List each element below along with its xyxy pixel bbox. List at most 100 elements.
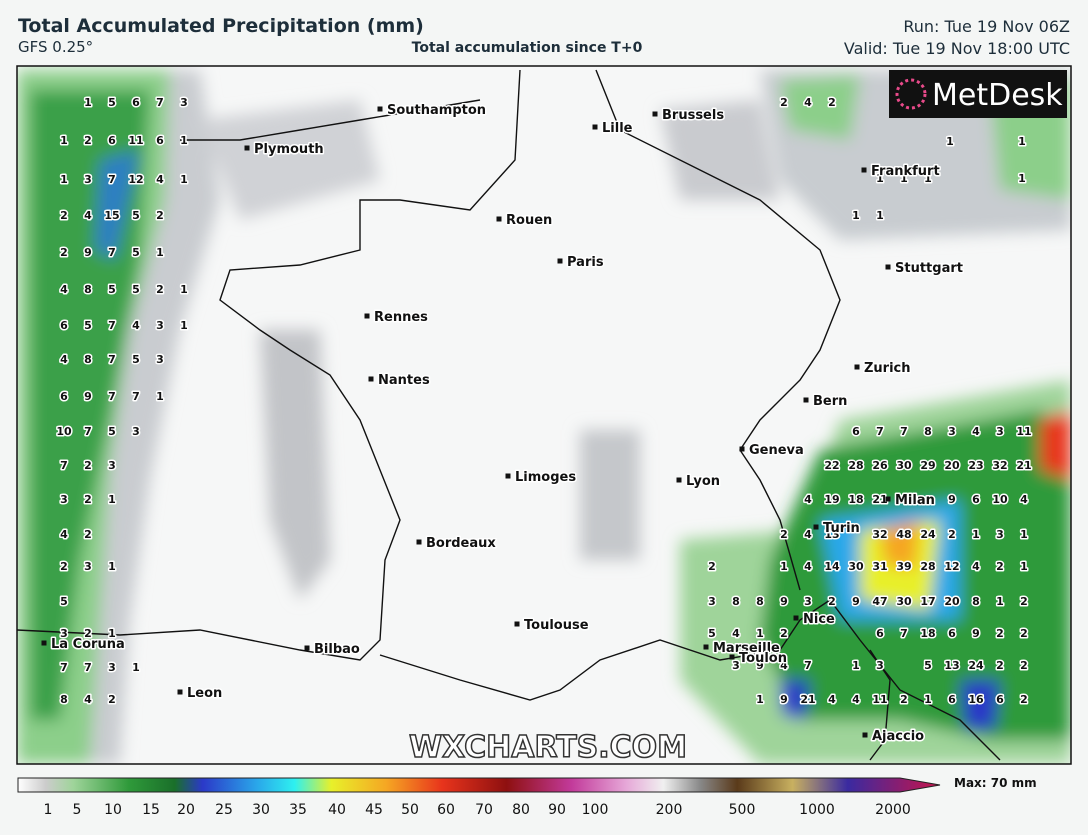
precip-value: 8 <box>732 595 740 608</box>
precip-value: 21 <box>1016 459 1031 472</box>
precip-value: 1 <box>156 390 164 403</box>
precip-value: 7 <box>84 661 92 674</box>
precip-value: 7 <box>84 425 92 438</box>
precip-value: 2 <box>84 134 92 147</box>
precip-value: 1 <box>972 528 980 541</box>
precip-value: 9 <box>756 659 764 672</box>
precip-value: 4 <box>828 693 836 706</box>
precip-value: 8 <box>924 425 932 438</box>
precip-value: 3 <box>708 595 716 608</box>
precip-value: 2 <box>60 246 68 259</box>
label-layer: 1 5 6 7 31 2 6 11 6 11 3 7 12 4 12 4 15 5 22 9 7 5 14 8 5 5 2 16 5 7 4… <box>41 95 1033 746</box>
precip-value: 5 <box>84 319 92 332</box>
precip-value: 28 <box>848 459 863 472</box>
city-label: Plymouth <box>254 142 324 157</box>
precip-value: 5 <box>132 209 140 222</box>
precip-value: 28 <box>920 560 935 573</box>
precip-value: 5 <box>108 283 116 296</box>
precip-value: 8 <box>84 353 92 366</box>
precip-value: 1 <box>876 172 884 185</box>
colorbar-tick-label: 80 <box>512 802 530 818</box>
precip-value: 1 <box>900 172 908 185</box>
precip-value: 3 <box>996 425 1004 438</box>
precip-value: 2 <box>84 627 92 640</box>
city-label: Nice <box>803 612 835 627</box>
precip-value: 22 <box>824 459 839 472</box>
precip-value: 2 <box>780 528 788 541</box>
precip-value: 5 <box>132 353 140 366</box>
city-marker <box>862 732 868 738</box>
precip-value: 31 <box>872 560 887 573</box>
precip-value: 4 <box>1020 493 1028 506</box>
city-label: Geneva <box>749 443 804 458</box>
city-label: Bern <box>813 394 847 409</box>
precip-value: 39 <box>896 560 911 573</box>
precip-value: 47 <box>872 595 887 608</box>
city-label: Bilbao <box>314 642 360 657</box>
colorbar-tick-label: 45 <box>365 802 383 818</box>
precip-value: 18 <box>920 627 935 640</box>
precip-value: 4 <box>852 693 860 706</box>
precip-value: 1 <box>60 173 68 186</box>
precip-value: 30 <box>896 459 912 472</box>
precip-value: 5 <box>60 595 68 608</box>
precip-value: 1 <box>1018 135 1026 148</box>
map <box>17 66 1071 764</box>
precip-value: 2 <box>1020 595 1028 608</box>
precip-value: 2 <box>828 96 836 109</box>
precip-value: 21 <box>872 493 887 506</box>
precip-value: 1 <box>780 560 788 573</box>
precip-value: 17 <box>920 595 935 608</box>
precip-value: 3 <box>180 96 188 109</box>
precip-value: 1 <box>180 134 188 147</box>
precip-value: 3 <box>996 528 1004 541</box>
precip-value: 1 <box>924 172 932 185</box>
precip-value: 26 <box>872 459 888 472</box>
precip-value: 3 <box>948 425 956 438</box>
city-label: Turin <box>823 521 860 536</box>
precip-value: 1 <box>180 283 188 296</box>
precip-value: 1 <box>108 560 116 573</box>
precip-value: 6 <box>60 319 68 332</box>
precip-value: 4 <box>972 425 980 438</box>
precip-value: 2 <box>708 560 716 573</box>
model: GFS 0.25° <box>18 38 93 56</box>
city-marker <box>729 654 735 660</box>
colorbar-tick-label: 1 <box>44 802 53 818</box>
colorbar-tick-label: 15 <box>142 802 160 818</box>
precip-value: 3 <box>84 560 92 573</box>
city-label: Marseille <box>713 641 780 656</box>
precip-value: 11 <box>1016 425 1031 438</box>
city-marker <box>177 689 183 695</box>
precip-value: 1 <box>60 134 68 147</box>
max-label: Max: 70 mm <box>954 776 1037 790</box>
precip-value: 3 <box>132 425 140 438</box>
precip-value: 9 <box>84 246 92 259</box>
precip-value: 4 <box>804 528 812 541</box>
precip-value: 6 <box>948 627 956 640</box>
colorbar-tick-label: 200 <box>656 802 683 818</box>
precip-value: 19 <box>824 493 839 506</box>
precip-value: 1 <box>108 493 116 506</box>
city-label: Southampton <box>387 103 486 118</box>
precip-value: 20 <box>944 595 960 608</box>
precip-value: 1 <box>946 135 954 148</box>
city-label: Paris <box>567 255 604 270</box>
city-marker <box>592 124 598 130</box>
precip-value: 5 <box>108 425 116 438</box>
city-label: Toulon <box>739 651 787 666</box>
logo: MetDesk <box>932 78 1063 113</box>
precip-value: 7 <box>108 390 116 403</box>
precip-value: 6 <box>972 493 980 506</box>
city-marker <box>813 524 819 530</box>
city-label: Rouen <box>506 213 552 228</box>
precip-value: 4 <box>804 493 812 506</box>
precip-value: 10 <box>56 425 72 438</box>
city-marker <box>885 496 891 502</box>
city-marker <box>244 145 250 151</box>
city-marker <box>854 364 860 370</box>
coastlines <box>17 69 1001 761</box>
precip-value: 3 <box>108 459 116 472</box>
precip-value: 9 <box>780 693 788 706</box>
